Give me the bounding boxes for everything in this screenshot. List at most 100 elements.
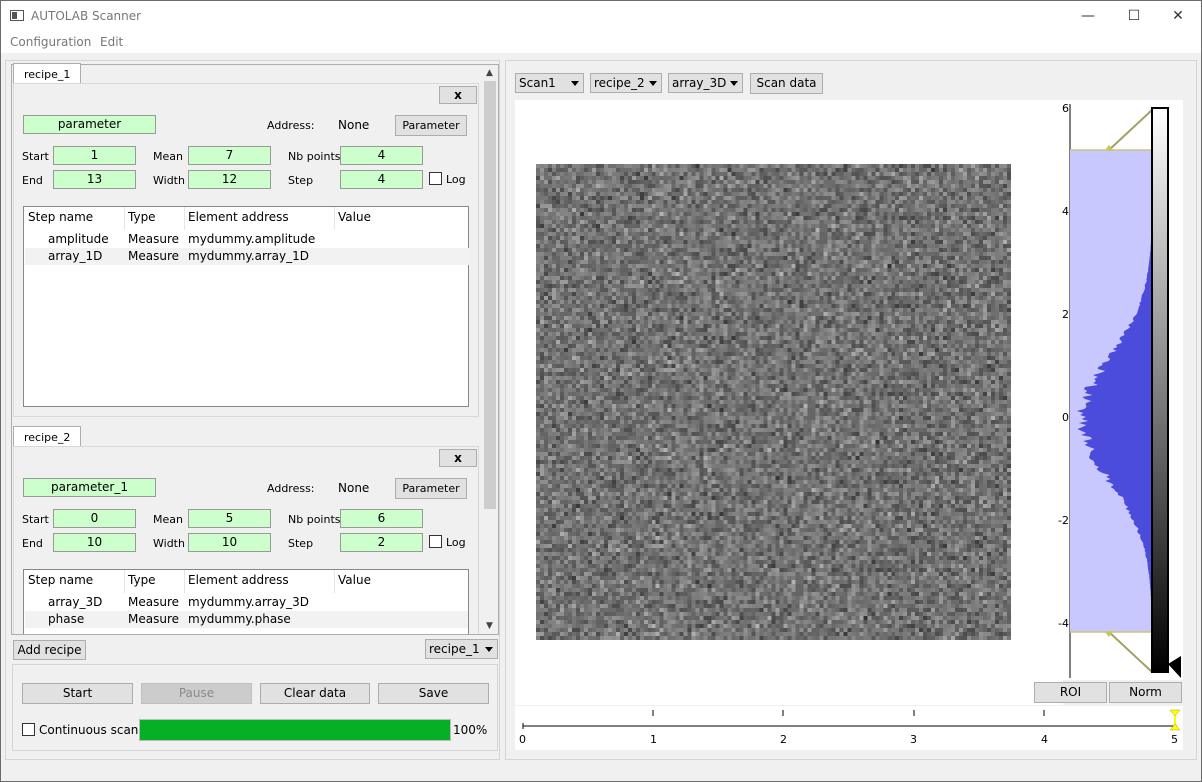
save-button[interactable]: Save [378, 683, 489, 704]
row-address: mydummy.array_3D [188, 595, 309, 609]
column-type[interactable]: Type [128, 573, 156, 587]
table-row[interactable]: phase Measure mydummy.phase [25, 611, 468, 628]
tab-recipe-1[interactable]: recipe_1 [13, 63, 82, 84]
end-field[interactable]: 13 [53, 170, 136, 189]
end-label: End [22, 174, 43, 187]
column-step-name[interactable]: Step name [28, 210, 94, 224]
start-button[interactable]: Start [22, 683, 133, 704]
image-heatmap[interactable] [536, 164, 1011, 640]
column-value[interactable]: Value [338, 210, 371, 224]
plot-recipe-select[interactable]: recipe_2 [590, 73, 662, 93]
column-type[interactable]: Type [128, 210, 156, 224]
start-label: Start [22, 150, 49, 163]
scroll-down-icon[interactable]: ▼ [486, 621, 493, 631]
width-field[interactable]: 10 [188, 533, 271, 552]
chevron-down-icon [485, 647, 493, 652]
timeline-tick: 3 [910, 733, 917, 746]
end-field[interactable]: 10 [53, 533, 136, 552]
recipe-scrollbar[interactable]: ▲ ▼ [482, 65, 498, 634]
step-label: Step [288, 537, 314, 550]
scan-select-value: Scan1 [519, 76, 556, 90]
scan-select[interactable]: Scan1 [515, 73, 584, 93]
title-bar: AUTOLAB Scanner — ☐ ✕ [1, 1, 1201, 31]
mean-label: Mean [153, 513, 183, 526]
scroll-up-icon[interactable]: ▲ [486, 68, 493, 78]
data-select[interactable]: array_3D [668, 73, 743, 93]
row-step-name: amplitude [48, 232, 109, 246]
table-row[interactable]: array_1D Measure mydummy.array_1D [25, 248, 469, 265]
tab-recipe-2[interactable]: recipe_2 [13, 426, 82, 447]
mean-field[interactable]: 5 [188, 509, 271, 528]
log-checkbox[interactable] [429, 172, 442, 185]
row-address: mydummy.array_1D [188, 249, 309, 263]
menu-configuration[interactable]: Configuration [10, 35, 92, 49]
nbpoints-field[interactable]: 6 [340, 509, 423, 528]
address-value: None [338, 118, 370, 132]
scan-data-button[interactable]: Scan data [750, 73, 823, 94]
recipe-1-table: Step name Type Element address Value amp… [23, 206, 469, 407]
image-plot[interactable] [515, 100, 1063, 705]
continuous-scan-checkbox[interactable] [22, 723, 35, 736]
width-label: Width [153, 537, 185, 550]
column-value[interactable]: Value [338, 573, 371, 587]
window-title: AUTOLAB Scanner [31, 9, 142, 23]
table-header: Step name Type Element address Value [24, 207, 468, 230]
row-step-name: phase [48, 612, 85, 626]
chevron-down-icon [649, 81, 657, 86]
column-element-address[interactable]: Element address [188, 210, 289, 224]
width-label: Width [153, 174, 185, 187]
pause-button[interactable]: Pause [141, 683, 252, 704]
roi-button[interactable]: ROI [1034, 682, 1107, 703]
row-type: Measure [128, 249, 179, 263]
nbpoints-field[interactable]: 4 [340, 146, 423, 165]
row-type: Measure [128, 612, 179, 626]
remove-recipe-1-button[interactable]: x [439, 86, 477, 104]
column-element-address[interactable]: Element address [188, 573, 289, 587]
minimize-icon[interactable]: — [1081, 8, 1095, 24]
remove-recipe-2-button[interactable]: x [439, 449, 477, 467]
start-field[interactable]: 0 [53, 509, 136, 528]
recipe-select[interactable]: recipe_1 [425, 639, 498, 659]
parameter-button[interactable]: Parameter [395, 478, 467, 499]
mean-field[interactable]: 7 [188, 146, 271, 165]
address-label: Address: [267, 482, 315, 495]
maximize-icon[interactable]: ☐ [1127, 8, 1141, 24]
row-address: mydummy.phase [188, 612, 291, 626]
control-group [12, 664, 498, 751]
chevron-down-icon [730, 81, 738, 86]
step-field[interactable]: 4 [340, 170, 423, 189]
recipe-select-value: recipe_1 [429, 642, 480, 656]
parameter-name-field[interactable]: parameter_1 [23, 478, 156, 497]
step-field[interactable]: 2 [340, 533, 423, 552]
log-checkbox[interactable] [429, 535, 442, 548]
parameter-button[interactable]: Parameter [395, 115, 467, 136]
table-row[interactable]: amplitude Measure mydummy.amplitude [25, 231, 469, 248]
end-label: End [22, 537, 43, 550]
hist-tick: 2 [1062, 308, 1069, 321]
recipe-2-table: Step name Type Element address Value arr… [23, 569, 469, 634]
timeline-slider[interactable]: 0 1 2 3 4 5 [515, 706, 1183, 750]
scrollbar-thumb[interactable] [484, 81, 496, 509]
menu-bar: Configuration Edit [1, 31, 1201, 53]
hist-tick: 4 [1062, 205, 1069, 218]
table-row[interactable]: array_3D Measure mydummy.array_3D [25, 594, 468, 611]
timeline-tick: 2 [780, 733, 787, 746]
width-field[interactable]: 12 [188, 170, 271, 189]
address-value: None [338, 481, 370, 495]
add-recipe-button[interactable]: Add recipe [13, 640, 86, 660]
data-select-value: array_3D [672, 76, 727, 90]
start-label: Start [22, 513, 49, 526]
column-step-name[interactable]: Step name [28, 573, 94, 587]
histogram-widget[interactable]: 6 4 2 0 -2 -4 [1058, 100, 1183, 680]
clear-data-button[interactable]: Clear data [260, 683, 370, 704]
parameter-name-field[interactable]: parameter [23, 115, 156, 134]
start-field[interactable]: 1 [53, 146, 136, 165]
row-type: Measure [128, 232, 179, 246]
progress-text: 100% [453, 723, 488, 737]
close-icon[interactable]: ✕ [1172, 8, 1184, 24]
timeline-tick: 0 [519, 733, 526, 746]
menu-edit[interactable]: Edit [100, 35, 124, 49]
norm-button[interactable]: Norm [1109, 682, 1182, 703]
row-step-name: array_1D [48, 249, 103, 263]
mean-label: Mean [153, 150, 183, 163]
